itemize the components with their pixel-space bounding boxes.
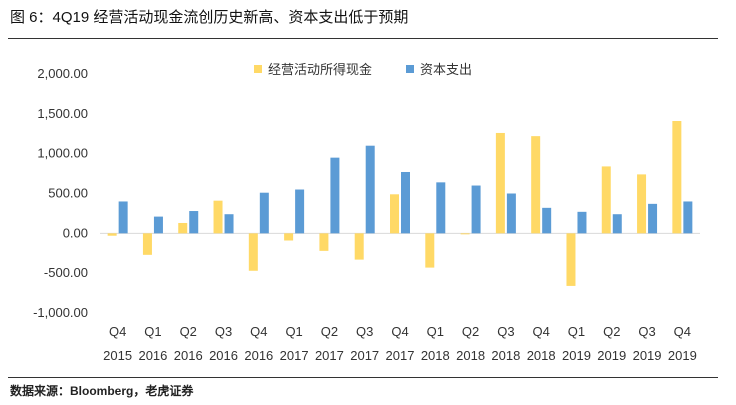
bar-capex-q2-2019	[612, 214, 622, 234]
x-tick-year: 2017	[280, 348, 309, 363]
x-tick-year: 2016	[174, 348, 203, 363]
source-note: 数据来源：Bloomberg，老虎证券	[10, 384, 194, 398]
bar-operating-cash-q3-2019	[637, 174, 647, 234]
x-tick-year: 2017	[315, 348, 344, 363]
bar-capex-q4-2018	[542, 207, 552, 234]
x-tick-quarter: Q3	[638, 324, 655, 339]
x-tick-quarter: Q2	[180, 324, 197, 339]
x-tick-quarter: Q1	[568, 324, 585, 339]
bar-operating-cash-q2-2018	[460, 233, 470, 235]
bar-operating-cash-q4-2016	[248, 233, 258, 271]
bar-operating-cash-q3-2018	[495, 132, 505, 234]
bar-capex-q1-2017	[295, 189, 305, 234]
y-axis: 2,000.00 1,500.00 1,000.00 500.00 0.00 -500.0…	[33, 66, 88, 320]
bar-operating-cash-q4-2019	[672, 121, 682, 234]
y-tick-label: 1,500.00	[37, 106, 88, 121]
x-tick-quarter: Q2	[462, 324, 479, 339]
bar-capex-q4-2015	[118, 201, 128, 234]
bar-operating-cash-q2-2016	[178, 222, 188, 234]
x-tick-year: 2016	[244, 348, 273, 363]
x-tick-quarter: Q2	[321, 324, 338, 339]
legend-label-operating: 经营活动所得现金	[268, 62, 372, 77]
top-divider	[8, 38, 718, 39]
bar-capex-q2-2018	[471, 185, 481, 234]
x-tick-year: 2019	[562, 348, 591, 363]
x-tick-quarter: Q1	[144, 324, 161, 339]
legend-label-capex: 资本支出	[420, 62, 472, 77]
bar-series	[107, 121, 693, 286]
bar-operating-cash-q4-2015	[107, 233, 117, 236]
bar-capex-q4-2016	[259, 192, 269, 234]
x-tick-year: 2019	[668, 348, 697, 363]
bar-capex-q3-2016	[224, 214, 234, 234]
bar-capex-q1-2016	[153, 216, 163, 234]
x-tick-quarter: Q4	[391, 324, 408, 339]
x-tick-quarter: Q3	[497, 324, 514, 339]
bar-operating-cash-q4-2017	[390, 194, 399, 234]
bar-operating-cash-q1-2016	[142, 233, 152, 255]
bar-capex-q1-2018	[436, 182, 446, 234]
x-tick-quarter: Q4	[109, 324, 126, 339]
bottom-divider	[8, 377, 718, 378]
x-tick-quarter: Q3	[356, 324, 373, 339]
bar-operating-cash-q2-2017	[319, 233, 329, 251]
bar-capex-q3-2018	[506, 193, 516, 234]
x-tick-quarter: Q2	[603, 324, 620, 339]
y-tick-label: 1,000.00	[37, 146, 88, 161]
bar-operating-cash-q1-2019	[566, 233, 576, 286]
bar-operating-cash-q4-2018	[531, 136, 541, 234]
bar-capex-q1-2019	[577, 211, 587, 234]
x-tick-year: 2018	[527, 348, 556, 363]
y-tick-label: -500.00	[44, 265, 88, 280]
bar-operating-cash-q2-2019	[601, 166, 611, 234]
y-tick-label: 2,000.00	[37, 66, 88, 81]
legend-swatch-capex	[406, 65, 414, 73]
x-tick-quarter: Q1	[285, 324, 302, 339]
x-tick-year: 2017	[386, 348, 415, 363]
y-tick-label: -1,000.00	[33, 305, 88, 320]
bar-capex-q4-2017	[401, 171, 410, 234]
x-axis: Q4 2015 Q1 2016 Q2 2016 Q3 2016 Q4 2016 Q1 2017 Q2 20…	[103, 324, 697, 363]
y-tick-label: 500.00	[48, 186, 88, 201]
bar-capex-q3-2017	[365, 145, 375, 234]
bar-operating-cash-q3-2017	[354, 233, 364, 260]
x-tick-year: 2019	[597, 348, 626, 363]
bar-capex-q3-2019	[648, 203, 658, 234]
x-tick-year: 2017	[350, 348, 379, 363]
x-tick-year: 2019	[633, 348, 662, 363]
x-tick-year: 2016	[209, 348, 238, 363]
bar-operating-cash-q1-2018	[425, 233, 435, 268]
x-tick-quarter: Q3	[215, 324, 232, 339]
legend-swatch-operating	[254, 65, 262, 73]
bar-capex-q2-2017	[330, 157, 340, 234]
chart-title: 图 6：4Q19 经营活动现金流创历史新高、资本支出低于预期	[10, 9, 409, 26]
x-tick-year: 2018	[491, 348, 520, 363]
x-tick-quarter: Q4	[533, 324, 550, 339]
bar-capex-q2-2016	[189, 211, 199, 234]
x-tick-year: 2018	[456, 348, 485, 363]
x-tick-quarter: Q4	[674, 324, 691, 339]
bar-capex-q4-2019	[683, 201, 693, 234]
legend: 经营活动所得现金 资本支出	[254, 62, 472, 77]
x-tick-year: 2016	[138, 348, 167, 363]
bar-operating-cash-q1-2017	[284, 233, 294, 241]
x-tick-quarter: Q4	[250, 324, 267, 339]
bar-operating-cash-q3-2016	[213, 200, 223, 234]
y-tick-label: 0.00	[63, 225, 88, 240]
x-tick-quarter: Q1	[427, 324, 444, 339]
x-tick-year: 2015	[103, 348, 132, 363]
x-tick-year: 2018	[421, 348, 450, 363]
